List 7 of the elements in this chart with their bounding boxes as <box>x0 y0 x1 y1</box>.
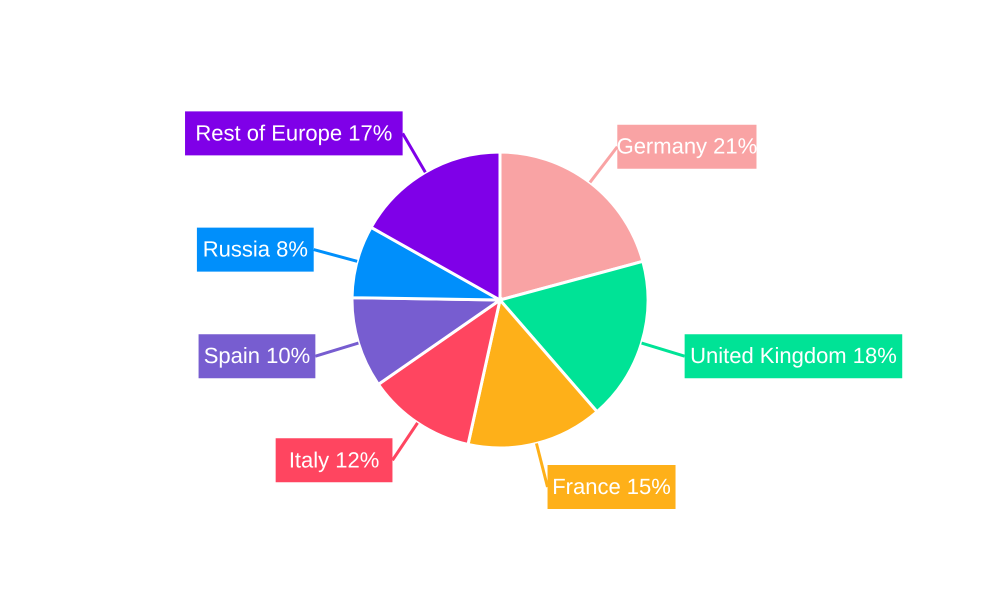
slice-label: Germany 21% <box>616 134 758 159</box>
slice-label: United Kingdom 18% <box>690 343 897 368</box>
slice-label: Rest of Europe 17% <box>195 120 392 146</box>
slice-label: Italy 12% <box>288 447 380 472</box>
slice-label: Spain 10% <box>204 343 310 368</box>
slice-label: Russia 8% <box>202 236 308 262</box>
slice-label: France 15% <box>552 474 671 500</box>
